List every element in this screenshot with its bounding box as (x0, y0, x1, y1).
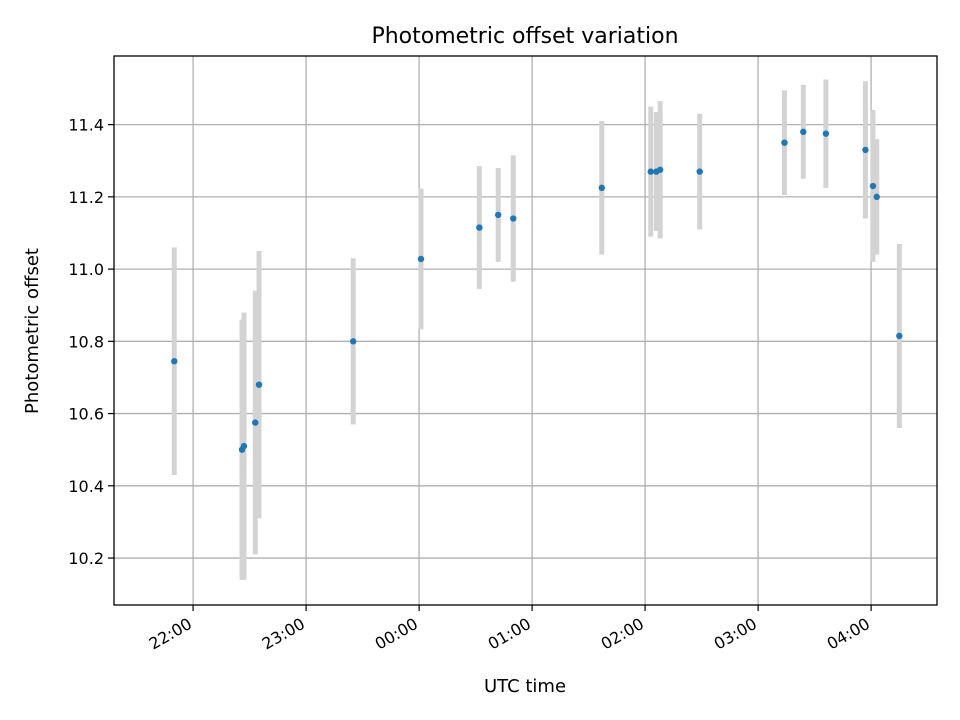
data-point (252, 419, 259, 426)
data-point (255, 381, 263, 388)
x-tick-label: 01:00 (485, 614, 534, 654)
data-point (494, 211, 502, 219)
y-tick-labels: 10.2 10.4 10.6 10.8 11.0 11.2 11.4 (68, 116, 104, 568)
chart-title: Photometric offset variation (371, 24, 678, 49)
axis-ticks (108, 124, 872, 611)
x-tick-label: 04:00 (824, 614, 873, 654)
x-axis-label: UTC time (484, 676, 566, 697)
x-tick-label: 23:00 (259, 614, 308, 654)
x-tick-label: 22:00 (146, 614, 195, 654)
data-point (171, 358, 178, 365)
data-point (896, 332, 903, 340)
x-tick-label: 00:00 (372, 614, 421, 654)
data-points (171, 128, 903, 453)
data-point (696, 168, 703, 175)
y-axis-label: Photometric offset (22, 248, 43, 414)
y-tick-label: 10.2 (68, 549, 104, 568)
plot-frame (113, 55, 938, 606)
grid-lines (114, 56, 937, 605)
data-point (647, 168, 654, 175)
data-point (240, 442, 248, 450)
x-tick-label: 02:00 (598, 614, 647, 654)
data-point (822, 130, 830, 137)
data-point (656, 166, 664, 173)
y-tick-label: 11.2 (68, 188, 104, 207)
y-tick-label: 11.0 (68, 260, 104, 279)
x-tick-labels: 22:00 23:00 00:00 01:00 02:00 03:00 04:00 (146, 614, 873, 654)
data-point (417, 255, 425, 263)
data-point (510, 215, 517, 222)
y-tick-label: 10.4 (68, 477, 104, 496)
data-point (349, 338, 357, 345)
data-point (800, 128, 807, 136)
data-point (873, 193, 880, 201)
data-point (598, 184, 605, 192)
y-tick-label: 10.8 (68, 332, 104, 351)
data-point (869, 182, 877, 190)
data-point (781, 139, 788, 146)
y-tick-label: 11.4 (68, 116, 104, 135)
y-tick-label: 10.6 (68, 405, 104, 424)
error-bars (171, 79, 902, 580)
data-point (476, 224, 483, 231)
x-tick-label: 03:00 (711, 614, 760, 654)
data-point (862, 146, 869, 154)
